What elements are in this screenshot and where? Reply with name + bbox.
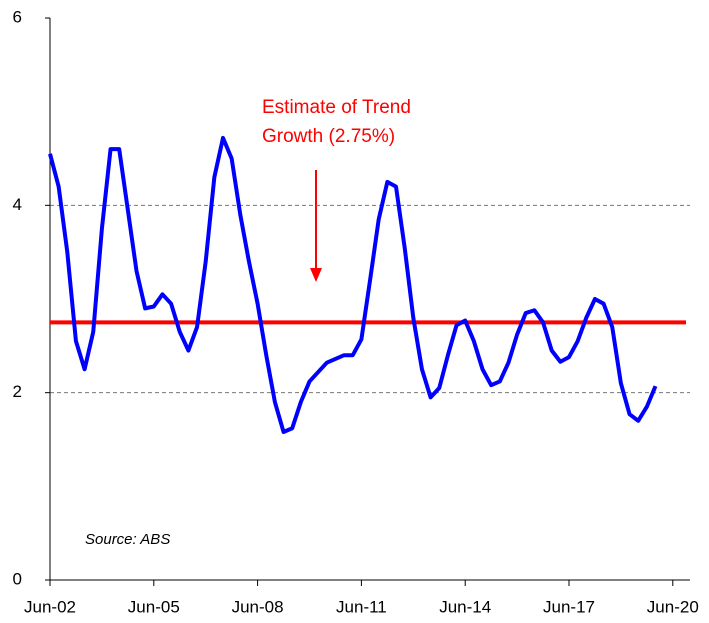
x-tick-label: Jun-05	[128, 597, 180, 616]
x-tick-label: Jun-02	[24, 597, 76, 616]
x-tick-label: Jun-11	[336, 597, 387, 616]
x-tick-label: Jun-20	[647, 597, 699, 616]
line-series	[48, 135, 658, 435]
annotation-arrowhead	[310, 268, 322, 282]
y-tick-label: 2	[13, 382, 22, 401]
x-tick-label: Jun-14	[439, 597, 491, 616]
annotation: Growth (2.75%)	[262, 126, 395, 147]
x-tick-label: Jun-17	[543, 597, 595, 616]
y-tick-label: 0	[13, 569, 22, 588]
source: Source: ABS	[85, 531, 170, 548]
x-tick-label: Jun-08	[232, 597, 284, 616]
y-tick-label: 6	[13, 7, 22, 26]
y-tick-label: 4	[13, 195, 22, 214]
annotation: Estimate of Trend	[262, 97, 411, 118]
